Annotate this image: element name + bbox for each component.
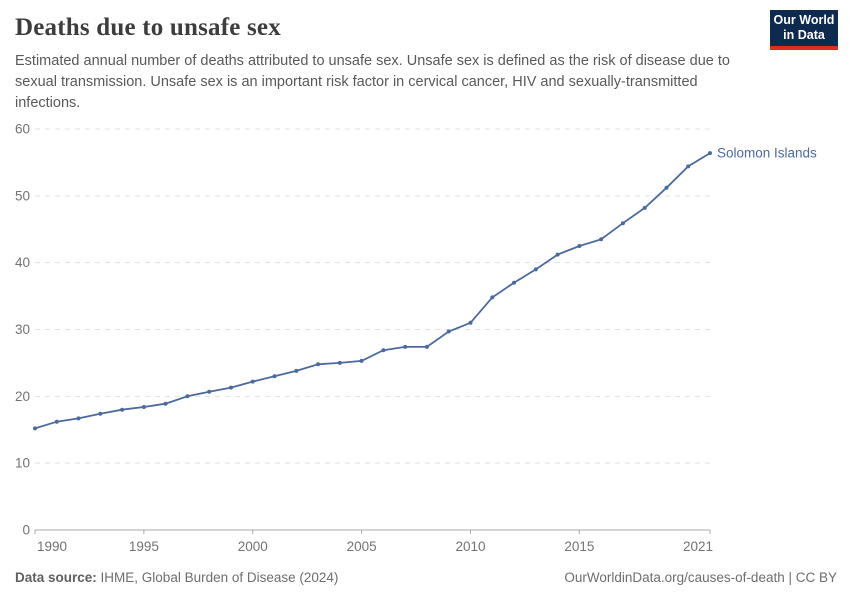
data-source-value: IHME, Global Burden of Disease (2024): [100, 570, 339, 585]
data-point: [120, 407, 125, 412]
x-tick-label: 2021: [683, 539, 713, 554]
x-tick-label: 2015: [564, 539, 594, 554]
x-tick-label: 1995: [129, 539, 159, 554]
y-tick-label: 0: [22, 523, 30, 538]
chart-header: Deaths due to unsafe sex Estimated annua…: [15, 14, 835, 114]
data-point: [294, 368, 299, 373]
y-tick-label: 60: [15, 122, 30, 137]
data-point: [76, 416, 81, 421]
y-tick-label: 30: [15, 322, 30, 337]
chart-footer: Data source: IHME, Global Burden of Dise…: [15, 570, 837, 585]
data-point: [98, 411, 103, 416]
line-chart: 0 10 20 30 40 50 60 1990 1995 2000 2005 2010 2015 202…: [15, 122, 817, 555]
license-label: CC BY: [795, 570, 837, 585]
data-point: [207, 389, 212, 394]
data-point: [141, 405, 146, 409]
data-point: [490, 295, 495, 300]
data-point: [381, 348, 386, 353]
data-point: [403, 344, 408, 349]
data-source: Data source: IHME, Global Burden of Dise…: [15, 570, 338, 585]
data-point: [185, 394, 190, 399]
data-point: [686, 164, 691, 169]
y-tick-label: 20: [15, 389, 30, 404]
data-point: [664, 185, 669, 190]
owid-logo[interactable]: Our World in Data: [770, 10, 838, 50]
y-tick-label: 40: [15, 255, 30, 270]
data-line-solomon-islands: [34, 152, 711, 430]
data-point: [468, 320, 473, 325]
data-point: [250, 379, 255, 384]
footer-credit: OurWorldinData.org/causes-of-death | CC …: [564, 570, 837, 585]
data-source-label: Data source:: [15, 570, 97, 585]
x-tick-label: 2010: [455, 539, 485, 554]
data-point: [555, 252, 560, 257]
series-label: Solomon Islands: [717, 146, 817, 161]
data-point: [163, 401, 168, 406]
logo-text-line1: Our World: [773, 13, 835, 27]
data-point: [708, 151, 712, 156]
x-tick-label: 2000: [238, 539, 268, 554]
page-title: Deaths due to unsafe sex: [15, 14, 281, 41]
data-point: [272, 374, 277, 379]
x-tick-label: 1990: [37, 539, 67, 554]
logo-text-line2: in Data: [783, 28, 825, 42]
data-point: [620, 221, 625, 226]
y-tick-label: 50: [15, 188, 30, 203]
footer-url[interactable]: OurWorldinData.org/causes-of-death: [564, 570, 785, 585]
data-point: [316, 362, 321, 367]
data-point: [424, 344, 429, 349]
data-point: [337, 360, 342, 365]
data-point: [599, 237, 604, 242]
data-point: [33, 426, 37, 431]
data-point: [359, 358, 364, 363]
data-point: [512, 280, 516, 285]
data-point: [229, 385, 233, 390]
data-point: [54, 419, 59, 424]
data-point: [642, 205, 647, 210]
footer-divider: |: [784, 570, 796, 585]
data-point: [446, 329, 451, 334]
chart-subtitle: Estimated annual number of deaths attrib…: [15, 53, 730, 111]
x-tick-label: 2005: [347, 539, 377, 554]
y-tick-label: 10: [15, 456, 30, 471]
data-point: [577, 244, 582, 248]
data-point: [533, 267, 538, 272]
